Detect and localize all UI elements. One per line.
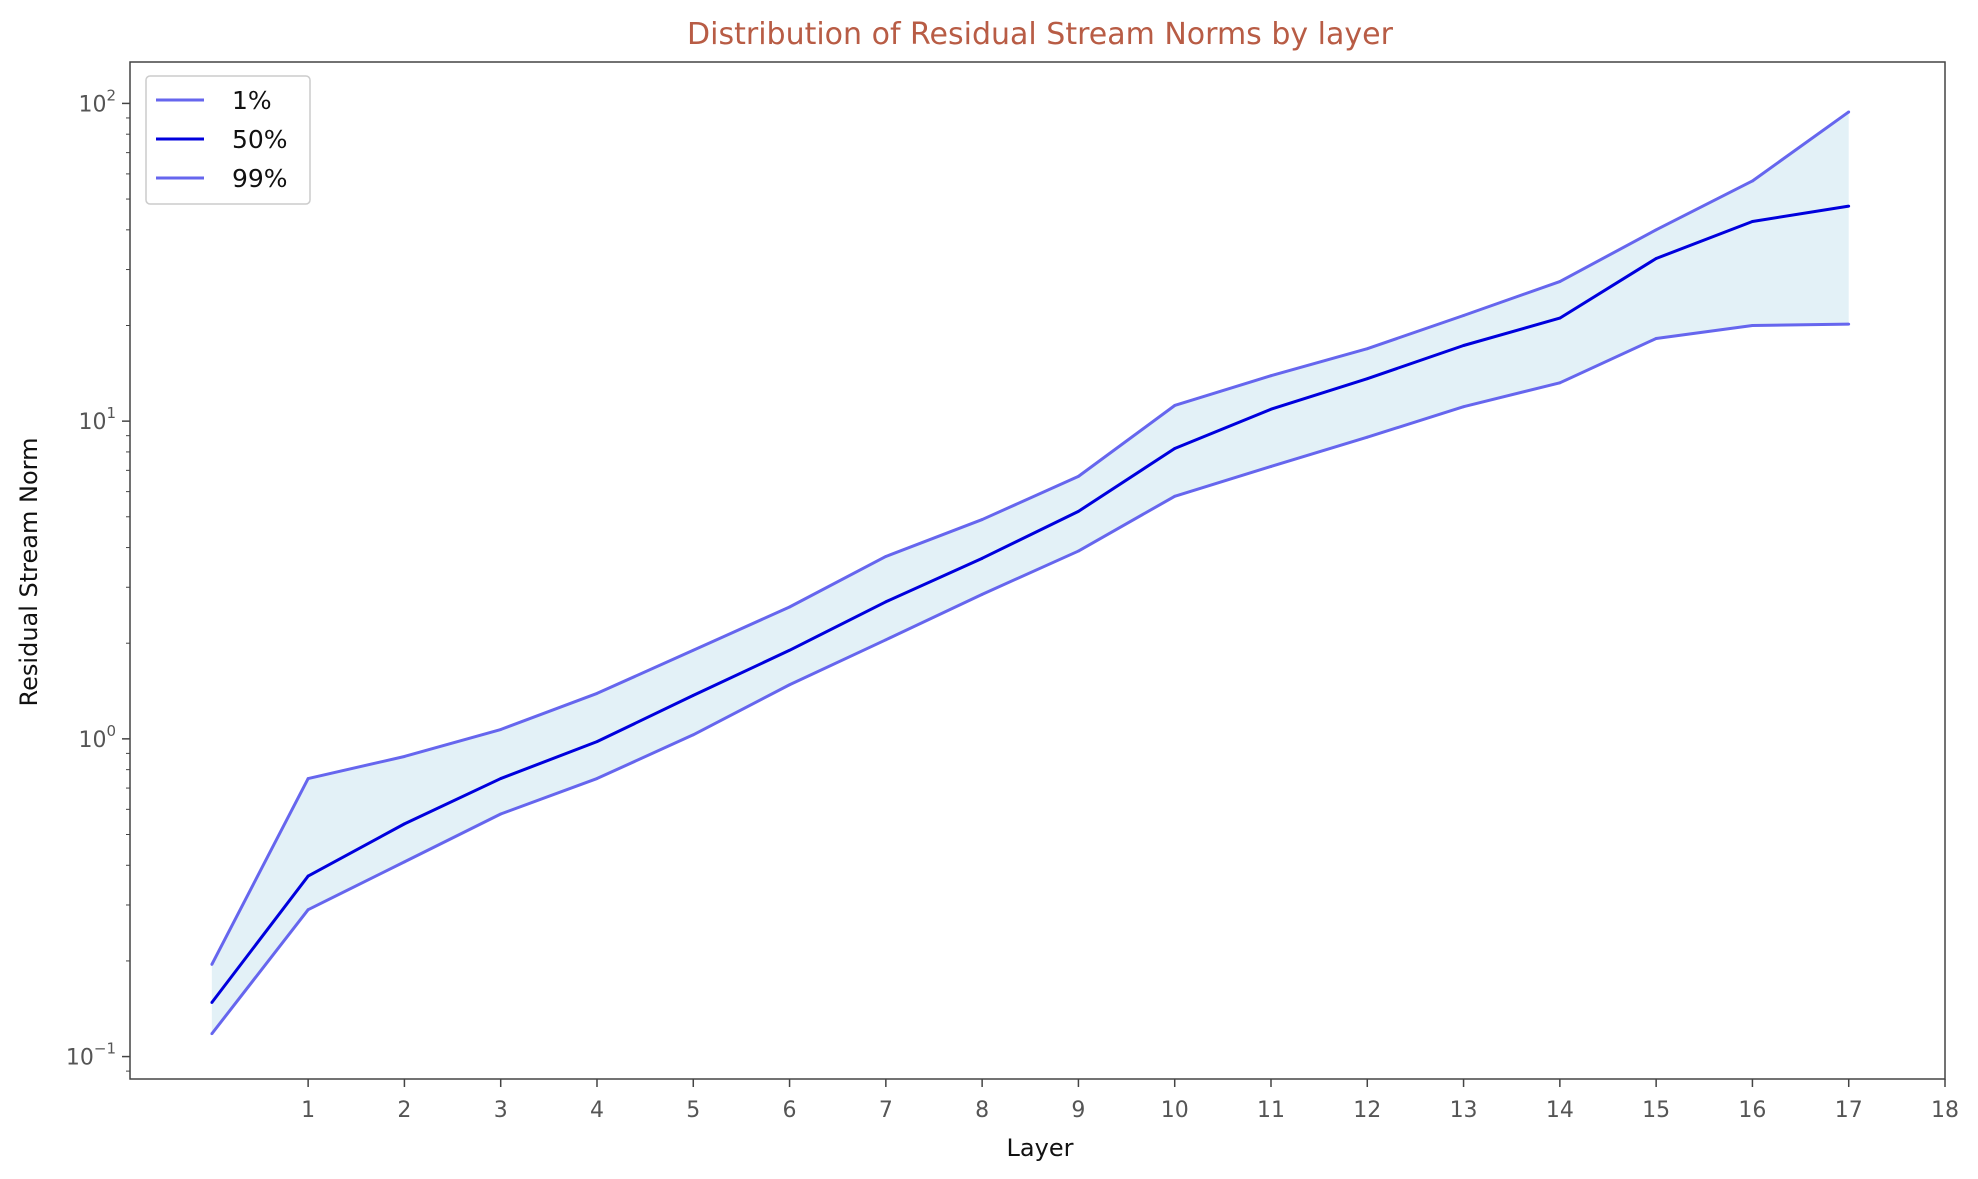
data-point-50pct-9 xyxy=(1077,509,1080,513)
x-tick-label: 14 xyxy=(1546,1098,1574,1123)
x-tick-label: 1 xyxy=(301,1098,315,1123)
series-line-1pct xyxy=(210,322,1849,1035)
x-tick-label: 12 xyxy=(1353,1098,1381,1123)
y-axis-label: Residual Stream Norm xyxy=(15,438,43,707)
axes xyxy=(129,61,1946,1080)
data-point-50pct-4 xyxy=(595,740,599,744)
data-point-1pct-8 xyxy=(980,592,984,596)
data-point-50pct-0 xyxy=(210,1001,214,1004)
y-tick-label: 10−1 xyxy=(66,1040,116,1071)
x-tick-label: 16 xyxy=(1738,1098,1766,1123)
data-point-99pct-14 xyxy=(1558,280,1562,283)
data-point-99pct-6 xyxy=(788,605,791,609)
data-point-99pct-0 xyxy=(210,963,214,966)
legend-label: 1% xyxy=(232,86,272,115)
data-point-50pct-5 xyxy=(691,694,695,697)
data-point-99pct-5 xyxy=(691,648,695,652)
data-point-1pct-9 xyxy=(1077,549,1080,553)
data-point-50pct-6 xyxy=(788,648,791,652)
data-point-50pct-17 xyxy=(1847,204,1851,208)
percentile-band xyxy=(211,111,1849,1034)
data-point-50pct-13 xyxy=(1462,344,1465,347)
chart-title: Distribution of Residual Stream Norms by… xyxy=(687,17,1394,52)
data-point-99pct-7 xyxy=(884,555,888,558)
x-axis-label: Layer xyxy=(1007,1134,1074,1162)
legend-box xyxy=(145,75,311,205)
data-point-50pct-16 xyxy=(1751,220,1754,223)
legend: 1% 50% 99% xyxy=(145,75,311,205)
data-point-50pct-3 xyxy=(499,777,503,780)
x-tick-label: 15 xyxy=(1642,1098,1670,1123)
data-point-1pct-0 xyxy=(210,1032,214,1036)
series-layer xyxy=(210,110,1851,1036)
series-line-50pct xyxy=(210,204,1849,1004)
x-tick-label: 18 xyxy=(1931,1098,1959,1123)
data-point-50pct-14 xyxy=(1558,316,1562,320)
data-point-50pct-7 xyxy=(884,600,888,604)
x-tick-label: 9 xyxy=(1071,1098,1085,1123)
data-point-99pct-4 xyxy=(595,692,599,695)
data-point-1pct-2 xyxy=(403,860,406,864)
x-tick-label: 11 xyxy=(1257,1098,1285,1123)
data-point-99pct-1 xyxy=(306,777,310,780)
series-line-99pct xyxy=(210,110,1850,966)
data-point-99pct-3 xyxy=(499,728,503,731)
x-tick-label: 4 xyxy=(590,1098,604,1123)
data-point-99pct-15 xyxy=(1654,228,1658,232)
data-point-1pct-6 xyxy=(788,683,791,687)
data-point-50pct-1 xyxy=(306,874,310,878)
x-tick-label: 5 xyxy=(686,1098,700,1123)
data-point-50pct-10 xyxy=(1173,447,1177,450)
data-point-1pct-10 xyxy=(1173,494,1177,498)
data-point-50pct-15 xyxy=(1654,257,1658,260)
data-point-1pct-7 xyxy=(884,638,888,642)
data-point-1pct-5 xyxy=(691,733,695,737)
data-point-1pct-12 xyxy=(1365,435,1369,439)
data-point-1pct-17 xyxy=(1847,322,1851,326)
data-point-50pct-8 xyxy=(980,556,984,560)
legend-label: 50% xyxy=(232,125,288,154)
data-point-1pct-4 xyxy=(595,777,599,780)
percentile-band-layer xyxy=(211,111,1849,1034)
x-tick-label: 6 xyxy=(783,1098,797,1123)
data-point-99pct-17 xyxy=(1847,110,1851,114)
data-point-50pct-2 xyxy=(403,822,406,826)
data-point-1pct-15 xyxy=(1654,337,1658,340)
y-tick-label: 102 xyxy=(78,86,116,117)
x-tick-label: 17 xyxy=(1835,1098,1863,1123)
data-point-99pct-10 xyxy=(1173,404,1177,407)
data-point-99pct-11 xyxy=(1269,374,1273,378)
data-point-99pct-9 xyxy=(1077,474,1080,478)
y-tick-label: 101 xyxy=(78,404,116,435)
data-point-1pct-11 xyxy=(1269,465,1273,468)
x-tick-label: 10 xyxy=(1161,1098,1189,1123)
data-point-1pct-3 xyxy=(499,812,503,816)
data-point-99pct-13 xyxy=(1462,314,1465,317)
x-tick-label: 7 xyxy=(879,1098,893,1123)
data-point-99pct-2 xyxy=(403,755,406,758)
x-tick-label: 2 xyxy=(397,1098,411,1123)
data-point-50pct-11 xyxy=(1269,407,1273,411)
x-tick-label: 13 xyxy=(1450,1098,1478,1123)
legend-label: 99% xyxy=(232,164,288,193)
x-tick-label: 8 xyxy=(975,1098,989,1123)
data-point-1pct-13 xyxy=(1462,405,1465,409)
plot-frame xyxy=(129,61,1946,1080)
x-tick-label: 3 xyxy=(494,1098,508,1123)
y-tick-label: 100 xyxy=(78,722,116,753)
data-point-1pct-14 xyxy=(1558,381,1562,385)
data-point-99pct-8 xyxy=(980,518,984,521)
data-point-1pct-16 xyxy=(1751,324,1754,327)
data-point-99pct-12 xyxy=(1365,347,1369,351)
data-point-1pct-1 xyxy=(306,908,310,912)
data-point-50pct-12 xyxy=(1365,377,1369,381)
data-point-99pct-16 xyxy=(1751,179,1754,183)
